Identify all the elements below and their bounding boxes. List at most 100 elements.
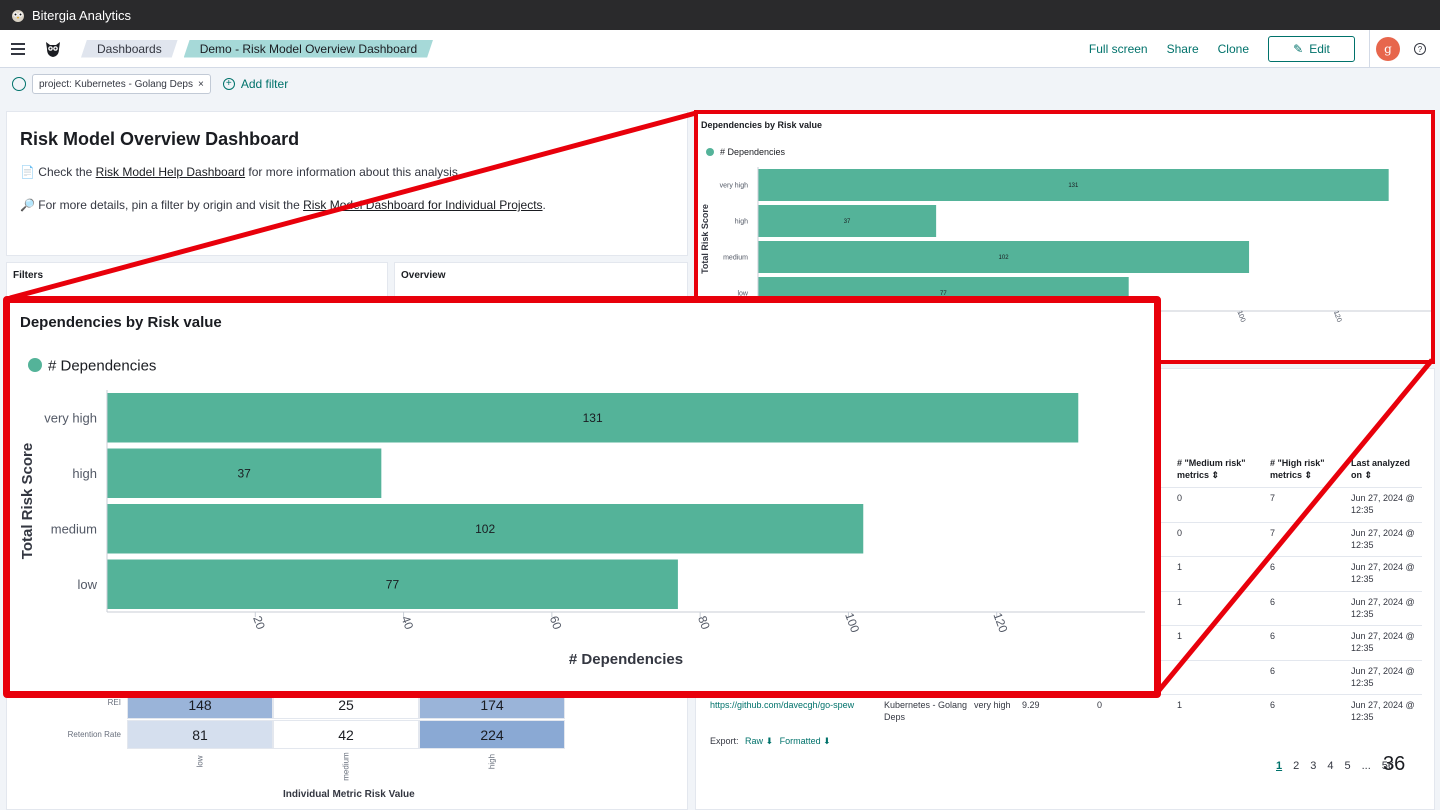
- bar-value-label: 102: [475, 522, 495, 536]
- add-filter-label: Add filter: [240, 77, 289, 91]
- share-link[interactable]: Share: [1166, 42, 1199, 56]
- table-cell: 7: [1270, 493, 1276, 503]
- category-label: high: [72, 466, 97, 481]
- table-cell: 1: [1177, 631, 1183, 641]
- chart-title: Dependencies by Risk value: [701, 120, 822, 130]
- table-cell: 0: [1177, 493, 1183, 503]
- table-cell: 0: [1097, 700, 1103, 710]
- document-icon: 📄: [20, 165, 35, 179]
- pagination: 1 2 3 4 5 ... 56: [1276, 760, 1394, 772]
- page-ellipsis: ...: [1361, 760, 1371, 772]
- bar: [107, 559, 678, 609]
- chart-title: Dependencies by Risk value: [20, 314, 222, 331]
- heatmap-cell[interactable]: 81: [127, 720, 273, 749]
- column-header-last-analyzed[interactable]: Last analyzed on ⇕: [1351, 458, 1411, 480]
- export-raw-link[interactable]: Raw ⬇: [745, 736, 774, 746]
- category-label: high: [735, 218, 748, 225]
- heatmap-x-axis-label: Individual Metric Risk Value: [283, 789, 415, 800]
- export-label: Export:: [710, 736, 739, 746]
- add-filter-button[interactable]: + Add filter: [222, 77, 289, 91]
- avatar[interactable]: g: [1376, 37, 1400, 61]
- page-link[interactable]: 5: [1344, 760, 1351, 772]
- heatmap-panel: REI Retention Rate 148 25 174 81 42 224 …: [6, 690, 688, 810]
- category-label: low: [77, 577, 97, 592]
- plus-icon: +: [222, 78, 235, 90]
- help-line: 📄 Check the Risk Model Help Dashboard fo…: [20, 165, 461, 179]
- bar-value-label: 131: [1068, 183, 1079, 189]
- filter-pill[interactable]: project: Kubernetes - Golang Deps ×: [32, 74, 211, 94]
- panel-title: Overview: [401, 270, 446, 281]
- page-link[interactable]: 56: [1381, 760, 1395, 772]
- table-cell: very high: [974, 700, 1011, 710]
- filter-options-icon[interactable]: [12, 77, 26, 91]
- legend-swatch: [28, 358, 42, 372]
- risk-chart-zoomed: Dependencies by Risk value # Dependencies…: [19, 314, 1145, 668]
- table-cell: 1: [1177, 700, 1183, 710]
- table-cell: 6: [1270, 562, 1276, 572]
- help-icon[interactable]: ?: [1414, 43, 1426, 55]
- x-tick-label: 40: [398, 614, 416, 632]
- overview-panel: Overview: [394, 262, 688, 302]
- table-cell: 7: [1270, 527, 1276, 538]
- heatmap-row-label: REI: [107, 698, 121, 707]
- download-icon: ⬇: [823, 736, 831, 746]
- slide-number: 36: [1383, 753, 1406, 775]
- menu-icon[interactable]: [11, 42, 25, 55]
- table-cell: Jun 27, 2024 @12:35: [1351, 562, 1415, 584]
- fullscreen-link[interactable]: Full screen: [1088, 42, 1148, 56]
- filter-pill-label: project: Kubernetes - Golang Deps: [39, 78, 193, 90]
- category-label: medium: [723, 254, 748, 261]
- bar: [107, 504, 864, 554]
- bar: [758, 241, 1250, 273]
- legend-swatch: [706, 148, 714, 156]
- page-title: Risk Model Overview Dashboard: [20, 129, 300, 149]
- breadcrumb-dashboards[interactable]: Dashboards: [81, 40, 178, 58]
- export-formatted-link[interactable]: Formatted ⬇: [779, 736, 831, 746]
- table-cell: 0: [1177, 527, 1183, 538]
- table-cell: 6: [1270, 596, 1276, 607]
- x-tick-label: 80: [695, 614, 713, 632]
- bar: [758, 169, 1389, 201]
- page-link[interactable]: 4: [1327, 760, 1334, 772]
- dashboard-header: Dashboards Demo - Risk Model Overview Da…: [0, 30, 1440, 68]
- details-line-text-end: .: [542, 198, 546, 212]
- x-tick-label: 100: [1236, 310, 1247, 323]
- edit-label: Edit: [1309, 42, 1330, 56]
- app-brand[interactable]: Bitergia Analytics: [32, 7, 131, 23]
- filter-bar: project: Kubernetes - Golang Deps × + Ad…: [0, 68, 1440, 100]
- help-line-text-end: for more information about this analysis…: [245, 165, 462, 179]
- bar-value-label: 77: [386, 577, 400, 591]
- repo-link[interactable]: https://github.com/davecgh/go-spew: [710, 700, 855, 710]
- column-header-medium-risk[interactable]: # "Medium risk" metrics ⇕: [1177, 458, 1246, 480]
- legend-label: # Dependencies: [720, 147, 786, 157]
- page-link[interactable]: 1: [1276, 760, 1283, 772]
- table-cell: Jun 27, 2024 @12:35: [1351, 527, 1415, 550]
- help-line-text: Check the: [38, 165, 96, 179]
- zoomed-chart-panel: Dependencies by Risk value # Dependencies…: [3, 296, 1161, 698]
- heatmap-cell[interactable]: 224: [419, 720, 565, 749]
- bar-value-label: 131: [583, 411, 603, 425]
- help-dashboard-link[interactable]: Risk Model Help Dashboard: [95, 165, 246, 179]
- details-line-text: For more details, pin a filter by origin…: [38, 198, 304, 212]
- column-header-high-risk[interactable]: # "High risk" metrics ⇕: [1270, 458, 1325, 480]
- table-cell: Jun 27, 2024 @12:35: [1351, 596, 1415, 619]
- table-cell: 6: [1270, 665, 1276, 676]
- table-cell: Jun 27, 2024 @12:35: [1351, 493, 1415, 515]
- owl-logo-icon[interactable]: [43, 39, 63, 59]
- bar-value-label: 77: [940, 291, 947, 297]
- x-tick-label: 20: [250, 614, 268, 632]
- close-icon[interactable]: ×: [197, 78, 204, 90]
- table-cell: Jun 27, 2024 @12:35: [1351, 700, 1415, 722]
- x-tick-label: 120: [990, 611, 1010, 635]
- page-link[interactable]: 2: [1293, 760, 1300, 772]
- breadcrumb-current: Demo - Risk Model Overview Dashboard: [184, 40, 433, 58]
- clone-link[interactable]: Clone: [1217, 42, 1249, 56]
- page-link[interactable]: 3: [1310, 760, 1317, 772]
- table-cell: 1: [1177, 562, 1183, 572]
- edit-button[interactable]: ✎ Edit: [1268, 36, 1355, 62]
- owl-logo-icon: [12, 10, 24, 22]
- heatmap-cell[interactable]: 42: [273, 720, 419, 749]
- panel-title: Filters: [13, 270, 44, 281]
- table-cell: Kubernetes - Golang Deps: [884, 700, 968, 722]
